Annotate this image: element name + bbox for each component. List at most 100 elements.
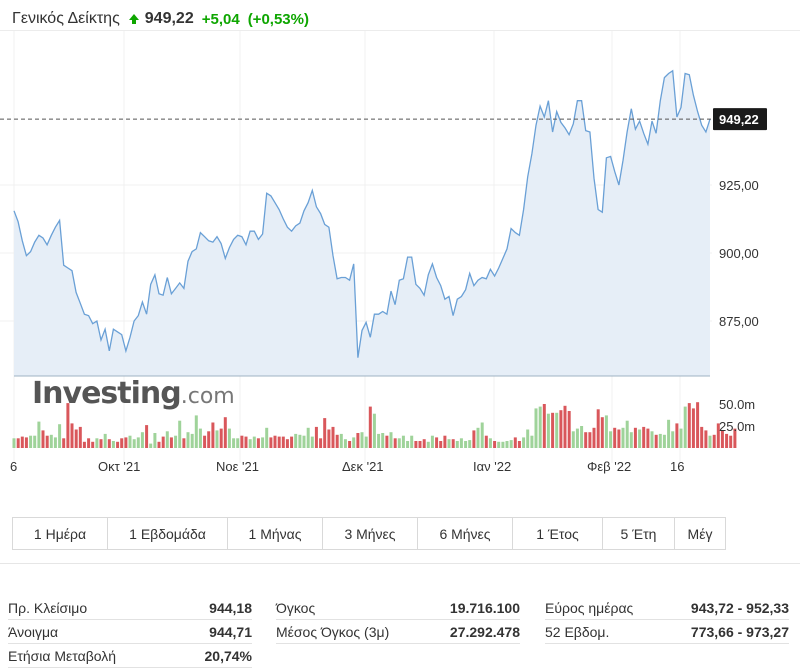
volume-bar xyxy=(596,409,600,448)
stat-label: Πρ. Κλείσιμο xyxy=(8,599,88,616)
volume-bar xyxy=(729,435,733,448)
volume-bar xyxy=(604,415,608,448)
volume-bar xyxy=(650,431,654,448)
stat-row: Πρ. Κλείσιμο 944,18 xyxy=(8,596,252,620)
volume-bar xyxy=(368,406,372,448)
volume-bar xyxy=(314,426,318,448)
volume-bar xyxy=(240,435,244,448)
volume-bar xyxy=(91,441,95,448)
stats-column-3: Εύρος ημέρας 943,72 - 952,33 52 Εβδομ. 773,… xyxy=(545,596,789,644)
volume-bar xyxy=(343,439,347,448)
section-divider xyxy=(0,563,800,564)
volume-bar xyxy=(422,439,426,448)
volume-bar xyxy=(480,422,484,448)
range-button[interactable]: 5 Έτη xyxy=(603,518,675,549)
range-button[interactable]: 1 Έτος xyxy=(513,518,603,549)
stat-label: Ετήσια Μεταβολή xyxy=(8,647,117,664)
volume-bar xyxy=(66,403,70,448)
volume-bar xyxy=(265,427,269,448)
volume-bar xyxy=(571,431,575,448)
price-area xyxy=(14,70,710,377)
volume-bar xyxy=(203,435,207,448)
volume-bar xyxy=(385,435,389,448)
price-chart[interactable]: 875,00 900,00 925,00 949,22 25.0m 50.0m 6 Οκτ '… xyxy=(0,31,800,481)
volume-bar xyxy=(182,438,186,448)
volume-bar xyxy=(298,434,302,448)
volume-bar xyxy=(629,432,633,448)
volume-bar xyxy=(116,441,120,448)
volume-bar xyxy=(232,438,236,448)
volume-bar xyxy=(459,438,463,448)
volume-bar xyxy=(389,432,393,448)
volume-bar xyxy=(186,432,190,448)
volume-bar xyxy=(149,443,153,448)
volume-bar xyxy=(103,433,107,448)
stat-label: 52 Εβδομ. xyxy=(545,623,610,640)
range-button[interactable]: 1 Μήνας xyxy=(228,518,323,549)
volume-bar xyxy=(310,436,314,448)
volume-bar xyxy=(161,436,165,448)
volume-bar xyxy=(410,435,414,448)
range-button[interactable]: 1 Εβδομάδα xyxy=(108,518,228,549)
volume-bar xyxy=(95,438,99,448)
volume-bar xyxy=(273,435,277,448)
volume-bar xyxy=(261,437,265,448)
volume-bar xyxy=(720,430,724,448)
index-price: 949,22 xyxy=(144,10,194,27)
volume-bar xyxy=(679,428,683,448)
stat-label: Μέσος Όγκος (3μ) xyxy=(276,623,390,640)
volume-bar xyxy=(447,439,451,448)
volume-bar xyxy=(294,433,298,448)
volume-axis-label: 25.0m xyxy=(719,419,755,434)
range-button[interactable]: 3 Μήνες xyxy=(323,518,418,549)
index-header: Γενικός Δείκτης 949,22 +5,04 (+0,53%) xyxy=(12,8,309,30)
volume-bar xyxy=(12,438,16,448)
volume-bar xyxy=(439,441,443,448)
volume-bar xyxy=(406,441,410,448)
volume-bar xyxy=(509,440,513,448)
volume-bar xyxy=(551,412,555,448)
range-button[interactable]: 1 Ημέρα xyxy=(13,518,108,549)
stats-column-2: Όγκος 19.716.100 Μέσος Όγκος (3μ) 27.292.47… xyxy=(276,596,520,644)
volume-bar xyxy=(633,427,637,448)
volume-bar xyxy=(563,405,567,448)
range-button[interactable]: Μέγ xyxy=(675,518,725,549)
volume-bar xyxy=(733,428,737,448)
volume-bar xyxy=(169,437,173,448)
price-chart-area[interactable]: 875,00 900,00 925,00 949,22 25.0m 50.0m 6 Οκτ '… xyxy=(0,30,800,480)
x-axis-label: Δεκ '21 xyxy=(342,459,384,474)
volume-bar xyxy=(613,427,617,448)
volume-bar xyxy=(530,435,534,448)
volume-bar xyxy=(397,438,401,448)
volume-bar xyxy=(107,439,111,448)
volume-bar xyxy=(526,429,530,448)
price-axis-label: 925,00 xyxy=(719,178,759,193)
volume-bar xyxy=(145,425,149,448)
volume-bar xyxy=(725,433,729,448)
volume-bar xyxy=(99,439,103,448)
stat-value: 27.292.478 xyxy=(449,623,520,640)
volume-bar xyxy=(522,437,526,448)
volume-bar xyxy=(704,430,708,448)
volume-bar xyxy=(364,436,368,448)
volume-bar xyxy=(716,423,720,448)
volume-bar xyxy=(215,430,219,448)
volume-bar xyxy=(621,427,625,448)
stat-value: 944,18 xyxy=(209,599,252,616)
volume-bar xyxy=(517,441,521,448)
volume-bar xyxy=(128,435,132,448)
volume-bar xyxy=(277,436,281,448)
volume-bar xyxy=(285,439,289,448)
volume-bar xyxy=(538,406,542,448)
volume-bar xyxy=(20,436,24,448)
volume-bar xyxy=(642,426,646,448)
volume-bar xyxy=(617,429,621,448)
range-button[interactable]: 6 Μήνες xyxy=(418,518,513,549)
x-axis-label: Φεβ '22 xyxy=(587,459,631,474)
stat-value: 943,72 - 952,33 xyxy=(690,599,789,616)
volume-bar xyxy=(207,431,211,448)
stat-row: 52 Εβδομ. 773,66 - 973,27 xyxy=(545,620,789,644)
volume-bar xyxy=(555,412,559,448)
volume-bar xyxy=(356,433,360,448)
volume-bar xyxy=(306,427,310,448)
